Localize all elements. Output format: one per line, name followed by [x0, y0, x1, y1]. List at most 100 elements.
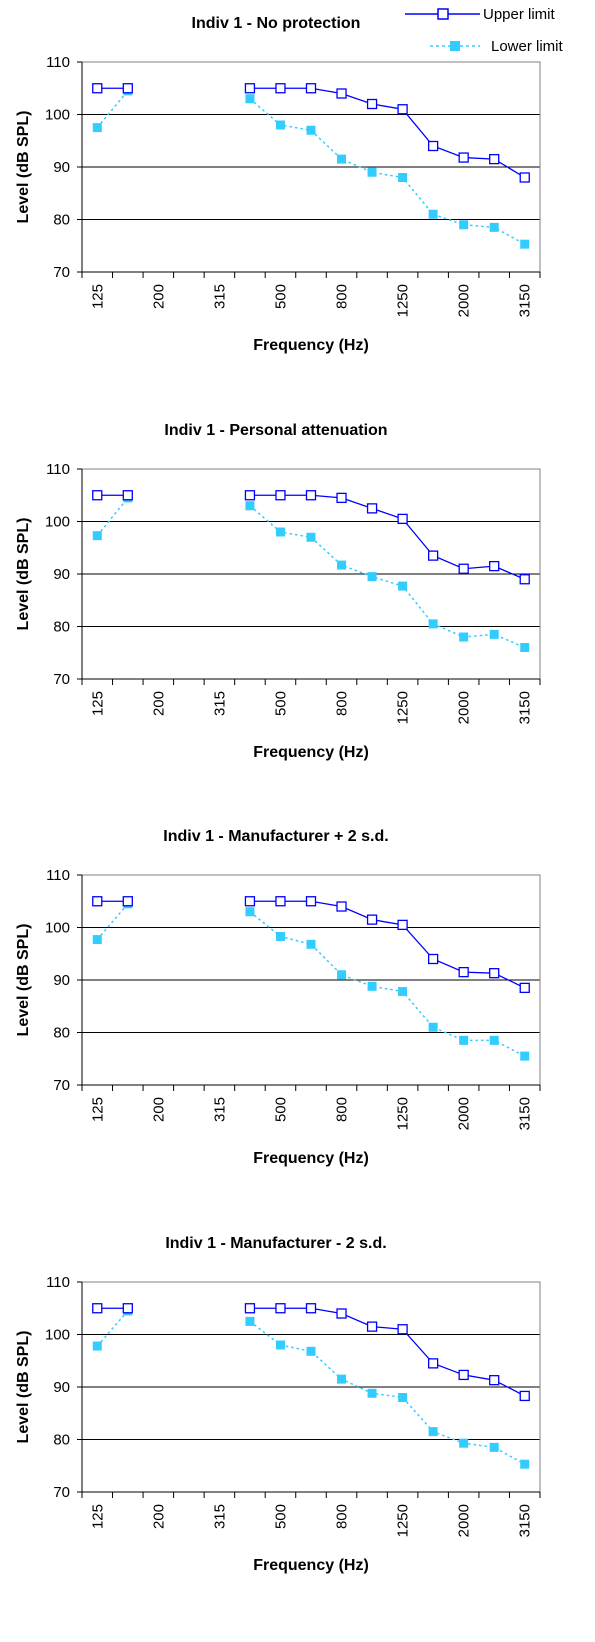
x-tick-label: 1250	[395, 691, 412, 724]
lower-limit-point	[459, 220, 469, 230]
x-tick-label: 800	[334, 284, 351, 309]
lower-limit-point	[275, 1340, 285, 1350]
lower-limit-point	[520, 239, 530, 249]
y-axis-title: Level (dB SPL)	[15, 518, 32, 631]
lower-limit-line	[249, 1320, 526, 1465]
upper-limit-point	[366, 1321, 378, 1332]
lower-limit-point	[306, 532, 316, 542]
x-axis-title: Frequency (Hz)	[253, 1557, 369, 1574]
lower-limit-point	[459, 632, 469, 642]
lower-limit-point	[398, 581, 408, 591]
lower-limit-point	[92, 1341, 102, 1351]
x-tick-label: 3150	[517, 1504, 534, 1537]
upper-limit-point	[336, 1308, 347, 1319]
upper-limit-point	[275, 1303, 286, 1314]
upper-limit-point	[122, 490, 133, 501]
x-tick-label: 2000	[456, 1097, 473, 1130]
upper-limit-point	[519, 982, 530, 994]
lower-limit-line	[96, 1310, 129, 1347]
x-axis-title: Frequency (Hz)	[253, 337, 369, 354]
x-tick-label: 125	[89, 1504, 106, 1529]
upper-limit-point	[305, 896, 317, 907]
upper-limit-point	[122, 83, 133, 94]
upper-limit-point	[366, 503, 378, 514]
y-tick-label: 80	[53, 619, 70, 636]
y-axis-title: Level (dB SPL)	[15, 1331, 32, 1444]
lower-limit-point	[459, 1438, 469, 1448]
lower-limit-point	[367, 981, 377, 991]
upper-limit-point	[397, 919, 408, 931]
chart-panel: Indiv 1 - Manufacturer + 2 s.d. 70 80 90 100…	[15, 828, 541, 1167]
upper-limit-point	[336, 492, 347, 504]
lower-limit-point	[428, 209, 438, 219]
x-tick-label: 500	[272, 284, 289, 309]
lower-limit-point	[520, 1051, 530, 1061]
upper-limit-point	[122, 896, 133, 907]
upper-limit-point	[427, 550, 439, 561]
x-axis-title: Frequency (Hz)	[253, 1150, 369, 1167]
x-tick-label: 500	[272, 1504, 289, 1529]
upper-limit-point	[92, 896, 103, 907]
lower-limit-point	[275, 120, 285, 130]
upper-limit-point	[458, 966, 469, 978]
x-tick-label: 315	[211, 691, 228, 716]
upper-limit-series	[92, 83, 530, 183]
x-tick-label: 3150	[517, 1097, 534, 1130]
y-tick-label: 70	[53, 264, 70, 281]
upper-limit-point	[489, 153, 500, 165]
x-tick-label: 125	[89, 1097, 106, 1122]
upper-limit-point	[427, 953, 439, 965]
legend-lower-marker	[450, 41, 460, 51]
lower-limit-series	[92, 86, 530, 249]
y-tick-label: 110	[46, 461, 70, 478]
x-axis-title: Frequency (Hz)	[253, 744, 369, 761]
lower-limit-series	[92, 1306, 530, 1469]
x-tick-label: 125	[89, 284, 106, 309]
lower-limit-point	[367, 572, 377, 582]
lower-limit-point	[337, 154, 347, 164]
x-tick-label: 200	[150, 284, 167, 309]
legend: Upper limit Lower limit	[405, 6, 564, 55]
upper-limit-line	[249, 1307, 526, 1397]
x-tick-label: 200	[150, 1097, 167, 1122]
upper-limit-point	[275, 83, 286, 94]
lower-limit-point	[337, 560, 347, 570]
chart-panel: Indiv 1 - Manufacturer - 2 s.d. 70 80 90 100…	[15, 1235, 541, 1574]
y-tick-label: 80	[53, 212, 70, 229]
lower-limit-line	[249, 505, 526, 649]
upper-limit-point	[305, 83, 317, 94]
x-tick-label: 125	[89, 691, 106, 716]
y-tick-label: 80	[53, 1432, 70, 1449]
y-tick-label: 110	[46, 54, 70, 71]
y-tick-label: 70	[53, 1077, 70, 1094]
chart-title: Indiv 1 - No protection	[192, 15, 361, 32]
x-tick-label: 315	[211, 284, 228, 309]
lower-limit-series	[92, 493, 530, 652]
upper-limit-point	[519, 574, 530, 585]
upper-limit-point	[244, 490, 256, 501]
upper-limit-point	[427, 1358, 439, 1369]
upper-limit-point	[275, 896, 286, 907]
lower-limit-point	[398, 1393, 408, 1402]
x-tick-label: 500	[272, 1097, 289, 1122]
y-tick-label: 100	[45, 920, 70, 937]
x-tick-label: 2000	[456, 691, 473, 724]
upper-limit-point	[244, 83, 256, 94]
y-tick-label: 110	[46, 867, 70, 884]
lower-limit-point	[489, 1035, 499, 1045]
lower-limit-point	[398, 173, 408, 182]
upper-limit-point	[244, 1303, 256, 1314]
upper-limit-point	[458, 563, 469, 574]
upper-limit-point	[366, 98, 378, 110]
x-tick-label: 3150	[517, 284, 534, 317]
y-tick-label: 100	[45, 514, 70, 531]
lower-limit-point	[428, 1427, 438, 1437]
lower-limit-point	[245, 1316, 255, 1326]
y-tick-label: 90	[53, 566, 70, 583]
lower-limit-point	[245, 501, 255, 511]
upper-limit-point	[458, 1369, 469, 1381]
lower-limit-line	[249, 98, 526, 245]
upper-limit-point	[336, 901, 347, 912]
upper-limit-point	[244, 896, 256, 907]
